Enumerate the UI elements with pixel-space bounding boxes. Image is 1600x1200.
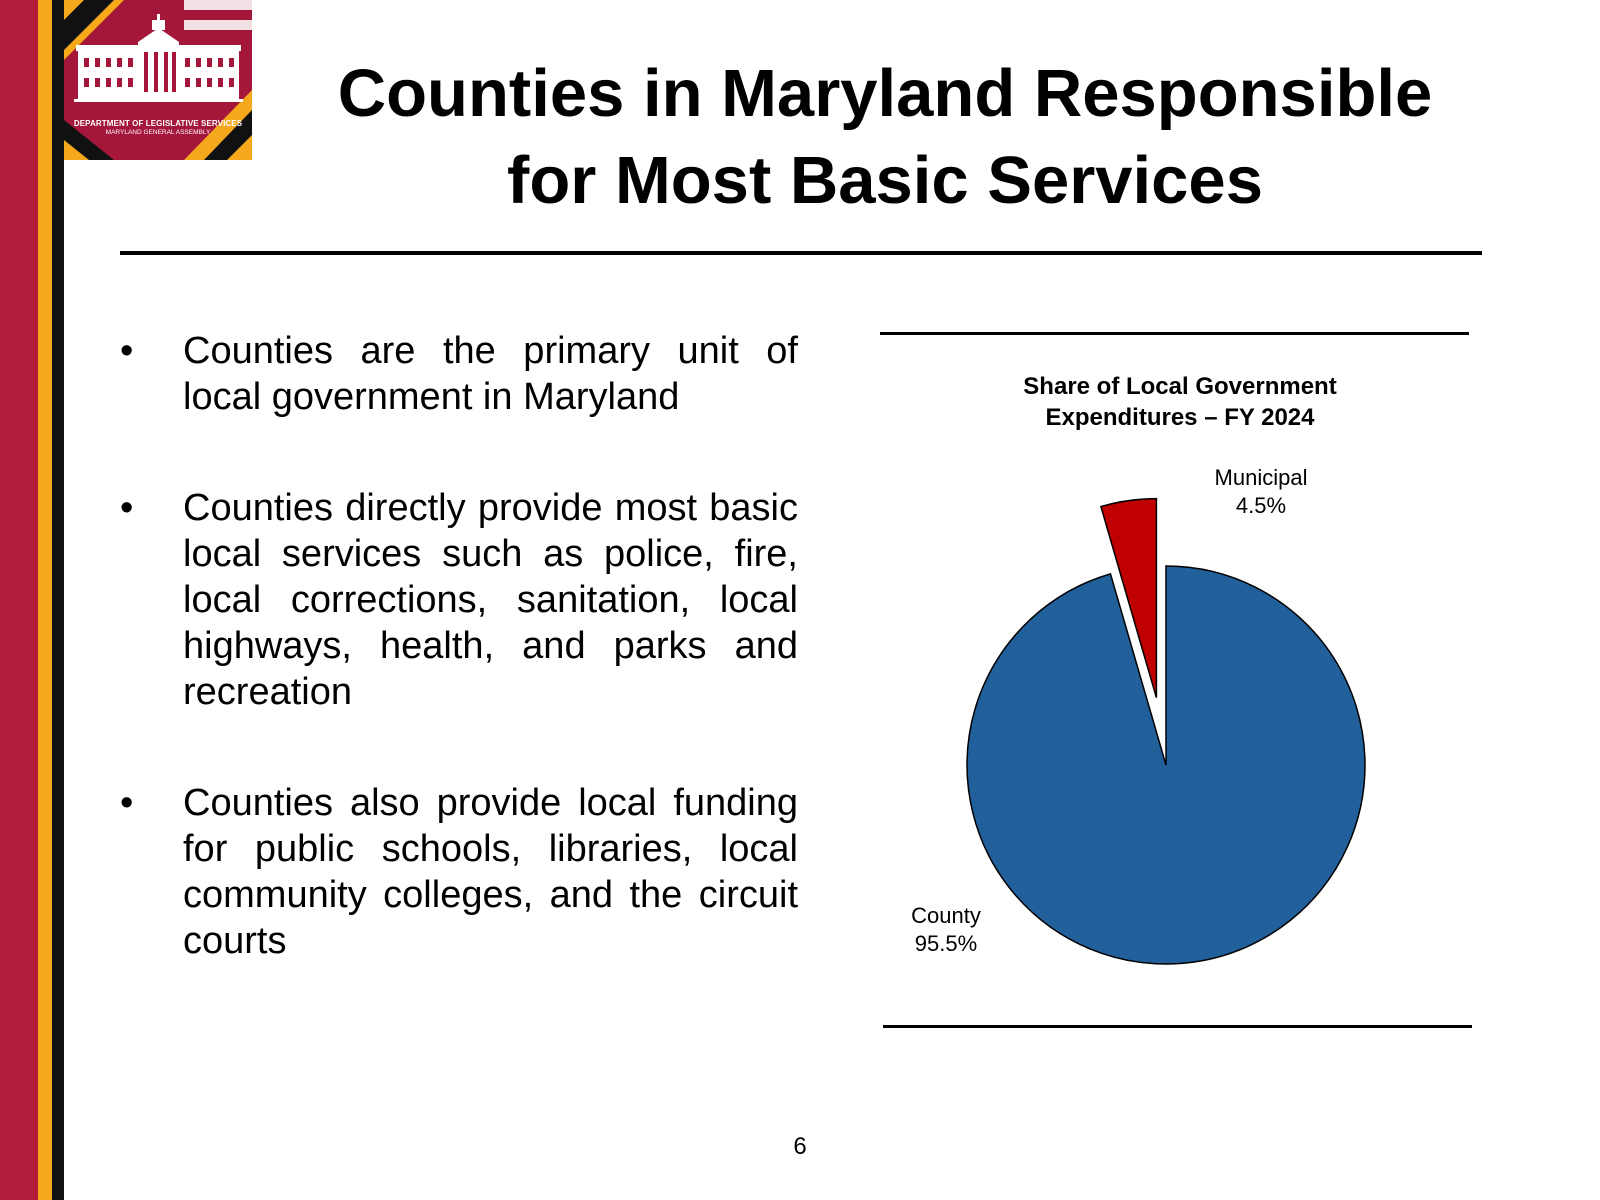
left-stripe-gold bbox=[38, 0, 52, 1200]
dls-logo: DEPARTMENT OF LEGISLATIVE SERVICES MARYL… bbox=[64, 0, 252, 160]
chart-title-line-1: Share of Local Government bbox=[1023, 373, 1337, 400]
logo-assembly-name: MARYLAND GENERAL ASSEMBLY bbox=[105, 129, 211, 136]
bullet-marker: • bbox=[120, 330, 134, 372]
page-title-line-2: for Most Basic Services bbox=[507, 143, 1263, 218]
bullet-item: • Counties directly provide most basic l… bbox=[120, 485, 800, 715]
left-stripe-red bbox=[0, 0, 38, 1200]
chart-title-line-2: Expenditures – FY 2024 bbox=[1045, 404, 1315, 431]
maryland-flag-capitol-icon bbox=[64, 0, 252, 160]
bullet-marker: • bbox=[120, 782, 134, 824]
bullet-text: Counties also provide local funding for … bbox=[183, 782, 798, 962]
bullet-item: • Counties also provide local funding fo… bbox=[120, 780, 800, 964]
left-stripe-black bbox=[52, 0, 64, 1200]
pie-label-municipal-name: Municipal bbox=[1215, 465, 1308, 490]
pie-slice-county bbox=[966, 565, 1366, 965]
bullet-text: Counties directly provide most basic loc… bbox=[183, 487, 798, 713]
pie-label-county-name: County bbox=[911, 903, 981, 928]
pie-label-county-value: 95.5% bbox=[915, 931, 977, 956]
title-divider bbox=[120, 251, 1482, 255]
chart-title: Share of Local Government Expenditures –… bbox=[900, 371, 1460, 433]
bullet-text: Counties are the primary unit of local g… bbox=[183, 330, 798, 418]
chart-bottom-divider bbox=[883, 1025, 1472, 1028]
pie-label-municipal-value: 4.5% bbox=[1236, 493, 1286, 518]
bullet-marker: • bbox=[120, 487, 134, 529]
chart-top-divider bbox=[880, 332, 1469, 335]
bullet-item: • Counties are the primary unit of local… bbox=[120, 328, 800, 420]
page-number: 6 bbox=[793, 1133, 807, 1160]
pie-slice-municipal bbox=[1099, 497, 1158, 698]
logo-department-name: DEPARTMENT OF LEGISLATIVE SERVICES bbox=[73, 119, 243, 128]
page-title-line-1: Counties in Maryland Responsible bbox=[337, 56, 1433, 131]
